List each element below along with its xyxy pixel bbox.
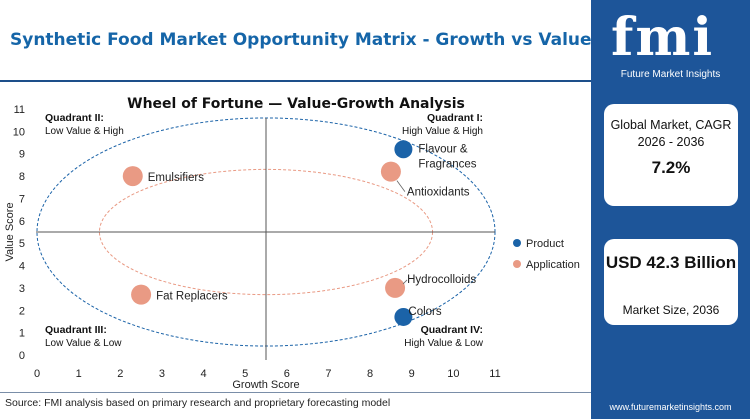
- y-tick-label: 1: [19, 328, 25, 340]
- x-tick-label: 8: [367, 368, 373, 380]
- point-label: Colors: [408, 306, 441, 318]
- quadrant-title: Quadrant II:: [45, 112, 104, 124]
- x-tick-label: 6: [284, 368, 290, 380]
- y-axis-label: Value Score: [4, 202, 16, 261]
- cagr-value: 7.2%: [651, 158, 691, 177]
- quadrant-desc: Low Value & High: [45, 126, 124, 137]
- y-tick-label: 0: [19, 350, 25, 362]
- quadrant-desc: High Value & Low: [404, 338, 484, 349]
- x-tick-label: 2: [117, 368, 123, 380]
- cagr-label: Global Market, CAGR 2026 - 2036: [610, 118, 732, 149]
- x-axis-label: Growth Score: [232, 379, 299, 391]
- legend-label: Application: [526, 259, 580, 271]
- market-size-label: Market Size, 2036: [622, 303, 720, 317]
- y-tick-label: 4: [19, 261, 25, 273]
- point-label: Hydrocolloids: [407, 274, 476, 286]
- x-tick-label: 9: [409, 368, 415, 380]
- point-label: Flavour & Fragrances: [418, 143, 476, 170]
- label-leader: [402, 279, 408, 285]
- market-size-value: USD 42.3 Billion: [605, 253, 737, 272]
- quadrant-desc: Low Value & Low: [45, 338, 122, 349]
- y-tick-label: 3: [19, 283, 25, 295]
- application-point: [131, 284, 152, 305]
- point-label: Antioxidants: [407, 187, 470, 199]
- y-tick-label: 11: [14, 104, 25, 116]
- label-leader: [396, 180, 406, 192]
- x-tick-label: 10: [447, 368, 459, 380]
- x-tick-label: 11: [489, 368, 500, 380]
- legend-application-marker: [513, 260, 521, 268]
- quadrant-desc: High Value & High: [402, 126, 483, 137]
- x-tick-label: 0: [34, 368, 40, 380]
- quadrant-title: Quadrant IV:: [421, 324, 483, 336]
- y-tick-label: 2: [19, 305, 25, 317]
- fmi-logo-mark: fmi: [611, 7, 715, 68]
- point-label-line: Fragrances: [418, 158, 476, 170]
- stats-sidebar: fmi Future Market Insights Global Market…: [591, 0, 750, 419]
- x-tick-label: 1: [76, 368, 82, 380]
- scatter-chart: Wheel of Fortune — Value-Growth Analysis…: [4, 96, 580, 391]
- legend-label: Product: [526, 238, 564, 250]
- market-size-card: USD 42.3 Billion Market Size, 2036: [604, 239, 738, 325]
- y-tick-label: 6: [19, 216, 25, 228]
- point-label: Fat Replacers: [156, 291, 228, 303]
- brand-name: Future Market Insights: [620, 69, 721, 80]
- brand-logo: fmi Future Market Insights: [591, 0, 750, 96]
- application-point: [385, 277, 406, 298]
- y-tick-label: 8: [19, 171, 25, 183]
- point-label-line: Flavour &: [418, 143, 468, 155]
- product-point: [394, 307, 413, 326]
- quadrant-title: Quadrant I:: [427, 112, 483, 124]
- y-tick-label: 9: [19, 149, 25, 161]
- y-tick-label: 10: [13, 126, 25, 138]
- point-label: Emulsifiers: [148, 172, 204, 184]
- x-tick-label: 3: [159, 368, 165, 380]
- chart-title: Wheel of Fortune — Value-Growth Analysis: [127, 96, 465, 112]
- legend-product-marker: [513, 239, 521, 247]
- source-note: Source: FMI analysis based on primary re…: [5, 397, 391, 409]
- x-tick-label: 5: [242, 368, 248, 380]
- x-tick-label: 7: [325, 368, 331, 380]
- page-title: Synthetic Food Market Opportunity Matrix…: [10, 30, 592, 50]
- website-link[interactable]: www.futuremarketinsights.com: [609, 402, 732, 412]
- quadrant-title: Quadrant III:: [45, 324, 107, 336]
- product-point: [394, 140, 413, 159]
- application-point: [380, 161, 401, 182]
- cagr-card: Global Market, CAGR 2026 - 2036 7.2%: [604, 104, 738, 206]
- header-divider: [0, 80, 591, 82]
- application-point: [122, 166, 143, 187]
- footer-divider: [0, 392, 591, 393]
- y-tick-label: 7: [19, 193, 25, 205]
- x-tick-label: 4: [200, 368, 206, 380]
- y-tick-label: 5: [19, 238, 25, 250]
